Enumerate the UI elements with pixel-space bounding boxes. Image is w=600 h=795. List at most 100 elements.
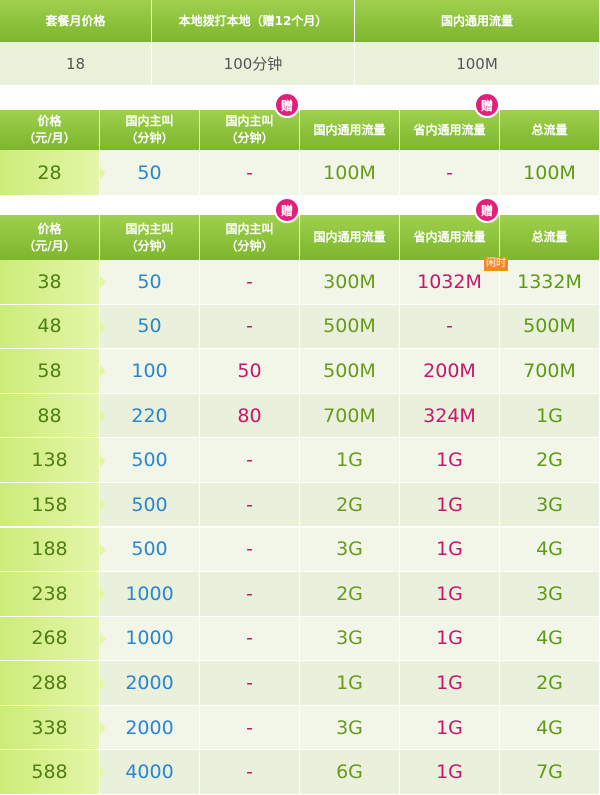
price-cell: 338 [0,705,100,751]
data-cell: 1G [400,527,500,573]
data-cell: 500 [100,438,200,483]
off-peak-tag: 闲时 [484,257,508,271]
header-line: （元/月） [23,238,76,253]
data-cell: 4G [500,616,600,662]
price-notch [100,454,106,467]
price-notch [100,722,106,735]
data-cell: 100分钟 [152,42,355,86]
header-line: （元/月） [23,131,76,145]
gift-badge: 赠 [274,197,300,223]
data-cell: 50 [100,150,200,196]
data-cell: 2G [500,438,600,483]
data-cell: 500M [300,304,400,350]
price-notch [100,499,106,512]
data-cell: - [200,616,300,662]
header-cell: 总流量 [500,215,600,260]
data-cell: 1000 [100,616,200,662]
data-cell: 2G [500,661,600,706]
price-cell: 88 [0,393,100,439]
data-cell: 50 [200,349,300,394]
price-notch [100,276,106,289]
header-line: （分钟） [225,131,274,145]
data-cell: 1G [400,705,500,751]
header-line: 国内主叫 [225,221,274,236]
header-cell: 国内通用流量 [300,110,400,150]
data-cell: - [200,572,300,617]
price-cell: 238 [0,572,100,617]
data-cell: 1G [300,438,400,483]
price-notch [100,410,106,423]
data-cell: 200M [400,349,500,394]
price-cell: 28 [0,150,100,196]
data-cell: - [200,304,300,350]
price-cell: 38 [0,260,100,305]
header-line: 价格 [37,114,62,128]
data-cell: - [400,150,500,196]
header-cell: 国内主叫 （分钟） [100,110,200,150]
data-cell: 1G [400,616,500,662]
data-cell: 100M [500,150,600,196]
data-cell: 50 [100,304,200,350]
header-line: 国内主叫 [125,221,174,236]
header-line: 价格 [37,221,62,236]
header-line: 国内主叫 [225,114,274,128]
data-cell: 500 [100,527,200,573]
data-cell: 6G [300,750,400,795]
gift-badge: 赠 [474,197,500,223]
data-cell: 18 [0,42,152,86]
data-cell: 1G [400,438,500,483]
data-cell: 2000 [100,705,200,751]
data-cell: 4G [500,705,600,751]
price-cell: 288 [0,661,100,706]
data-cell: 1032M [400,260,500,305]
price-notch [100,766,106,779]
price-cell: 138 [0,438,100,483]
data-cell: - [200,438,300,483]
price-notch [100,588,106,601]
data-cell: 3G [300,705,400,751]
header-cell: 套餐月价格 [0,0,152,42]
data-cell: 1G [400,482,500,528]
header-cell: 国内主叫 （分钟） [100,215,200,260]
data-cell: - [200,750,300,795]
data-cell: 3G [500,482,600,528]
header-cell: 总流量 [500,110,600,150]
data-cell: 1G [400,572,500,617]
data-cell: 500 [100,482,200,528]
data-cell: - [200,661,300,706]
data-cell: 300M [300,260,400,305]
data-cell: 2000 [100,661,200,706]
header-cell: 国内通用流量 [355,0,600,42]
data-cell: 700M [300,393,400,439]
data-cell: 324M [400,393,500,439]
header-line: 总流量 [531,122,568,137]
header-cell: 国内通用流量 [300,215,400,260]
header-cell: 本地拨打本地（赠12个月） [152,0,355,42]
data-cell: 1000 [100,572,200,617]
data-cell: 4G [500,527,600,573]
data-cell: 1G [500,393,600,439]
price-notch [100,167,106,179]
data-cell: 2G [300,482,400,528]
data-cell: - [200,150,300,196]
data-cell: 1G [400,661,500,706]
price-notch [100,543,106,556]
header-line: 省内通用流量 [413,230,486,244]
price-notch [100,320,106,333]
header-cell: 价格 （元/月） [0,215,100,260]
gift-badge: 赠 [474,92,500,118]
data-cell: 2G [300,572,400,617]
price-cell: 588 [0,750,100,795]
header-line: 国内主叫 [125,114,174,128]
data-cell: 100 [100,349,200,394]
data-cell: 220 [100,393,200,439]
data-cell: 1G [400,750,500,795]
header-line: （分钟） [125,238,174,253]
data-cell: 3G [300,616,400,662]
data-cell: - [200,705,300,751]
header-line: 国内通用流量 [313,122,386,137]
data-cell: - [200,482,300,528]
header-line: 省内通用流量 [413,122,486,137]
data-cell: 50 [100,260,200,305]
